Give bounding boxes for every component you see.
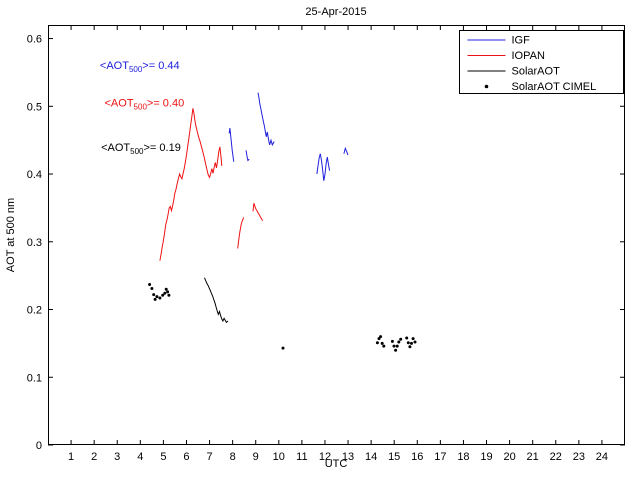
y-ticks: 0 0.1 0.2 0.3 0.4 0.5 0.6 (27, 34, 625, 452)
legend: IGF IOPAN SolarAOT SolarAOT CIMEL (459, 30, 624, 94)
x-tick-label: 24 (596, 451, 608, 463)
y-tick-label: 0 (36, 440, 42, 452)
legend-dot-sample (484, 84, 489, 89)
x-tick-label: 19 (480, 451, 492, 463)
y-tick-label: 0.5 (27, 101, 42, 113)
legend-label: IGF (512, 35, 531, 47)
x-tick-label: 18 (457, 451, 469, 463)
x-tick-label: 14 (365, 451, 377, 463)
x-tick-label: 16 (411, 451, 423, 463)
x-tick-label: 20 (503, 451, 515, 463)
x-tick-label: 23 (573, 451, 585, 463)
x-tick-label: 9 (253, 451, 259, 463)
x-tick-label: 7 (206, 451, 212, 463)
x-tick-label: 13 (342, 451, 354, 463)
y-tick-label: 0.6 (27, 34, 42, 46)
y-tick-label: 0.4 (27, 169, 42, 181)
y-tick-label: 0.1 (27, 372, 42, 384)
x-tick-label: 11 (296, 451, 307, 463)
x-tick-label: 1 (68, 451, 74, 463)
x-tick-label: 5 (160, 451, 166, 463)
x-tick-label: 21 (527, 451, 539, 463)
x-tick-label: 4 (137, 451, 143, 463)
plot-area: 1 2 3 4 5 6 7 8 9 10 11 12 13 14 15 16 17 18 19 20 21 22 23 240… (27, 25, 625, 463)
mean-aot-annotation: <AOT500>= 0.40 (105, 97, 185, 111)
x-tick-label: 6 (183, 451, 189, 463)
series-iopan (159, 108, 264, 261)
x-tick-label: 8 (230, 451, 236, 463)
y-tick-label: 0.3 (27, 237, 42, 249)
y-axis-label: AOT at 500 nm (5, 198, 17, 272)
series-solaraot (204, 277, 229, 324)
mean-aot-annotation: <AOT500>= 0.19 (101, 142, 181, 156)
x-axis-label: UTC (325, 458, 348, 470)
x-tick-label: 10 (273, 451, 285, 463)
series-solaraot-cimel (148, 283, 417, 352)
x-ticks: 1 2 3 4 5 6 7 8 9 10 11 12 13 14 15 16 17 18 19 20 21 22 23 24 (68, 25, 608, 463)
series-igf (228, 92, 349, 181)
plot-background (48, 25, 625, 445)
y-tick-label: 0.2 (27, 305, 42, 317)
x-tick-label: 12 (319, 451, 331, 463)
x-tick-label: 22 (550, 451, 562, 463)
x-tick-label: 17 (434, 451, 446, 463)
mean-aot-annotation: <AOT500>= 0.44 (100, 60, 180, 74)
axes-box (48, 25, 625, 445)
x-tick-label: 15 (388, 451, 400, 463)
x-tick-label: 2 (91, 451, 97, 463)
chart-title: 25-Apr-2015 (305, 6, 366, 18)
legend-label: SolarAOT CIMEL (512, 81, 597, 93)
legend-label: SolarAOT (512, 66, 561, 78)
x-tick-label: 3 (114, 451, 120, 463)
legend-label: IOPAN (512, 50, 545, 62)
